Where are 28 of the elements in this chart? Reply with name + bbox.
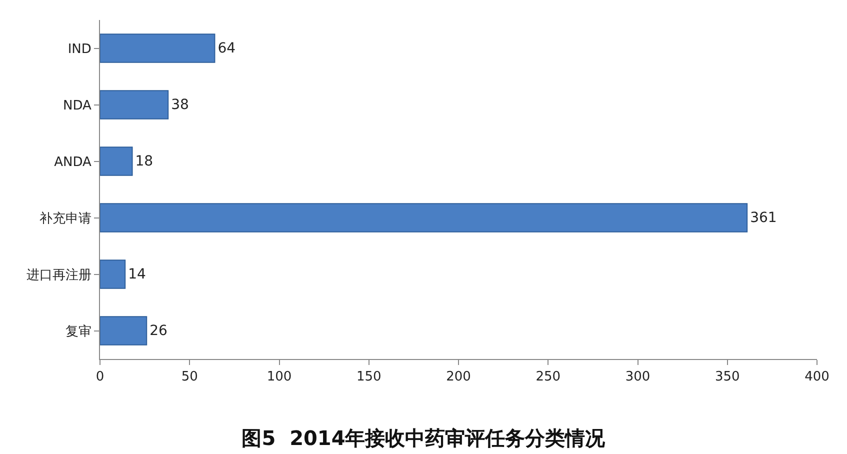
bar <box>100 34 216 63</box>
data-label: 14 <box>128 266 146 282</box>
y-tick-label: 复审 <box>65 323 92 340</box>
y-tick-label: IND <box>68 42 92 57</box>
data-label: 64 <box>218 40 236 56</box>
data-label: 18 <box>135 153 154 170</box>
bar <box>100 260 126 289</box>
x-tick-label: 100 <box>266 370 292 385</box>
x-tick-label: 200 <box>446 370 471 385</box>
bar <box>100 146 133 176</box>
x-tick-label: 250 <box>536 370 561 385</box>
text: 图5 2014年接收中药审评任务分类情况 <box>242 426 606 450</box>
y-tick-label: ANDA <box>54 154 92 170</box>
data-label: 38 <box>171 96 189 113</box>
x-tick-label: 350 <box>714 370 740 385</box>
bar <box>100 203 748 232</box>
x-tick-label: 400 <box>804 370 830 385</box>
y-tick-label: NDA <box>62 98 92 114</box>
x-tick-label: 50 <box>181 370 198 385</box>
data-label: 361 <box>750 210 777 226</box>
x-tick-label: 150 <box>356 370 382 385</box>
x-tick-label: 0 <box>96 370 104 385</box>
y-tick-label: 进口再注册 <box>26 268 92 283</box>
data-label: 26 <box>150 322 168 339</box>
y-tick-label: 补充申请 <box>39 211 92 226</box>
bar <box>100 316 148 346</box>
bar <box>100 90 169 120</box>
x-tick-label: 300 <box>625 370 650 385</box>
